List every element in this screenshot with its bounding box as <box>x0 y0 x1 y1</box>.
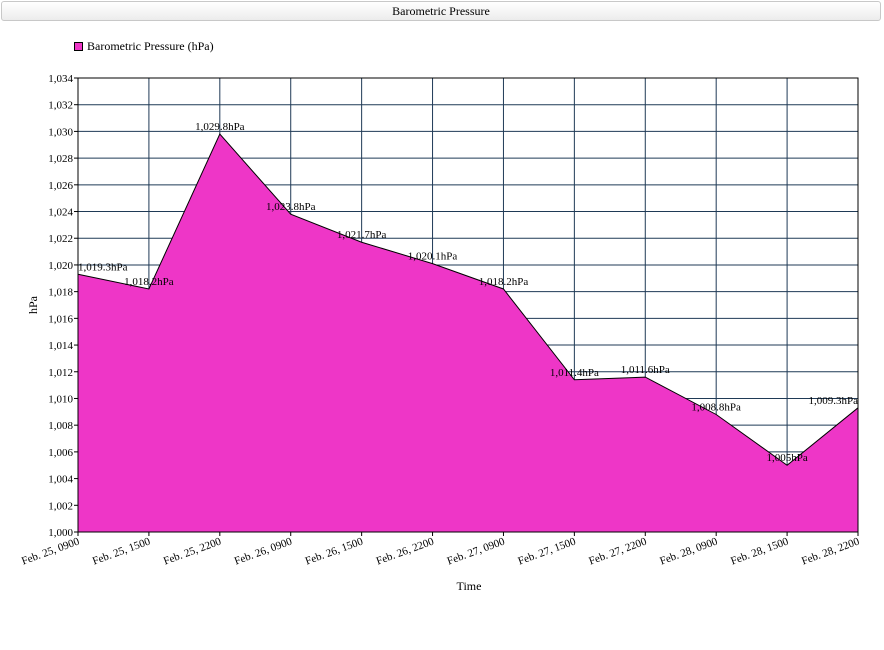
data-label: 1,009.3hPa <box>809 395 859 407</box>
area-series <box>77 133 859 533</box>
y-tick-label: 1,004 <box>48 474 73 486</box>
data-label: 1,008.8hPa <box>691 401 741 413</box>
data-label: 1,029.8hPa <box>195 121 245 133</box>
legend: Barometric Pressure (hPa) <box>74 39 214 53</box>
y-tick-label: 1,032 <box>48 100 73 112</box>
area-line <box>77 133 859 466</box>
y-tick-label: 1,034 <box>48 73 73 85</box>
x-tick-label: Feb. 28, 0900 <box>658 535 719 567</box>
legend-swatch <box>74 41 83 51</box>
x-tick-label: Feb. 26, 0900 <box>233 535 294 567</box>
y-tick-label: 1,010 <box>48 393 73 405</box>
y-tick-label: 1,028 <box>48 153 73 165</box>
x-axis-title: Time <box>457 579 482 593</box>
plot-border <box>77 77 859 533</box>
chart-title: Barometric Pressure <box>1 1 881 21</box>
legend-label: Barometric Pressure (hPa) <box>87 38 214 53</box>
x-tick-label: Feb. 28, 2200 <box>800 535 861 567</box>
y-tick-label: 1,006 <box>48 447 73 459</box>
plot-frame <box>77 77 859 533</box>
x-axis-ticks: Feb. 25, 0900 Feb. 25, 1500 Feb. 25, 2200 F… <box>20 532 861 568</box>
data-label: 1,023.8hPa <box>266 201 316 213</box>
x-tick-label: Feb. 25, 2200 <box>162 535 223 567</box>
x-tick-label: Feb. 27, 0900 <box>446 535 507 567</box>
data-label: 1,020.1hPa <box>408 251 458 263</box>
y-tick-label: 1,014 <box>48 340 73 352</box>
data-label: 1,011.4hPa <box>550 367 599 379</box>
y-tick-label: 1,002 <box>48 500 73 512</box>
y-tick-label: 1,020 <box>48 260 73 272</box>
data-label: 1,021.7hPa <box>337 229 387 241</box>
x-tick-label: Feb. 25, 0900 <box>20 535 81 567</box>
data-label: 1,018.2hPa <box>124 276 174 288</box>
y-tick-label: 1,022 <box>48 233 73 245</box>
y-tick-label: 1,000 <box>48 527 73 539</box>
y-axis-ticks: 1,000 1,002 1,004 1,006 1,008 1,010 1,012 1,014… <box>48 73 78 539</box>
data-label: 1,018.2hPa <box>479 276 529 288</box>
y-tick-label: 1,016 <box>48 313 73 325</box>
x-tick-label: Feb. 26, 1500 <box>304 535 365 567</box>
y-tick-label: 1,008 <box>48 420 73 432</box>
data-label: 1,005hPa <box>766 452 807 464</box>
x-tick-label: Feb. 28, 1500 <box>729 535 790 567</box>
data-labels: 1,019.3hPa 1,018.2hPa 1,029.8hPa 1,023.8hPa… <box>78 121 858 464</box>
data-label: 1,019.3hPa <box>78 261 128 273</box>
x-tick-label: Feb. 25, 1500 <box>91 535 152 567</box>
x-tick-label: Feb. 27, 2200 <box>587 535 648 567</box>
x-tick-label: Feb. 26, 2200 <box>375 535 436 567</box>
y-tick-label: 1,024 <box>48 207 73 219</box>
y-axis-title: hPa <box>26 295 40 314</box>
x-tick-label: Feb. 27, 1500 <box>516 535 577 567</box>
data-label: 1,011.6hPa <box>621 364 670 376</box>
y-tick-label: 1,012 <box>48 367 73 379</box>
y-tick-label: 1,026 <box>48 180 73 192</box>
y-tick-label: 1,030 <box>48 126 73 138</box>
y-tick-label: 1,018 <box>48 287 73 299</box>
area-fill <box>78 134 858 533</box>
